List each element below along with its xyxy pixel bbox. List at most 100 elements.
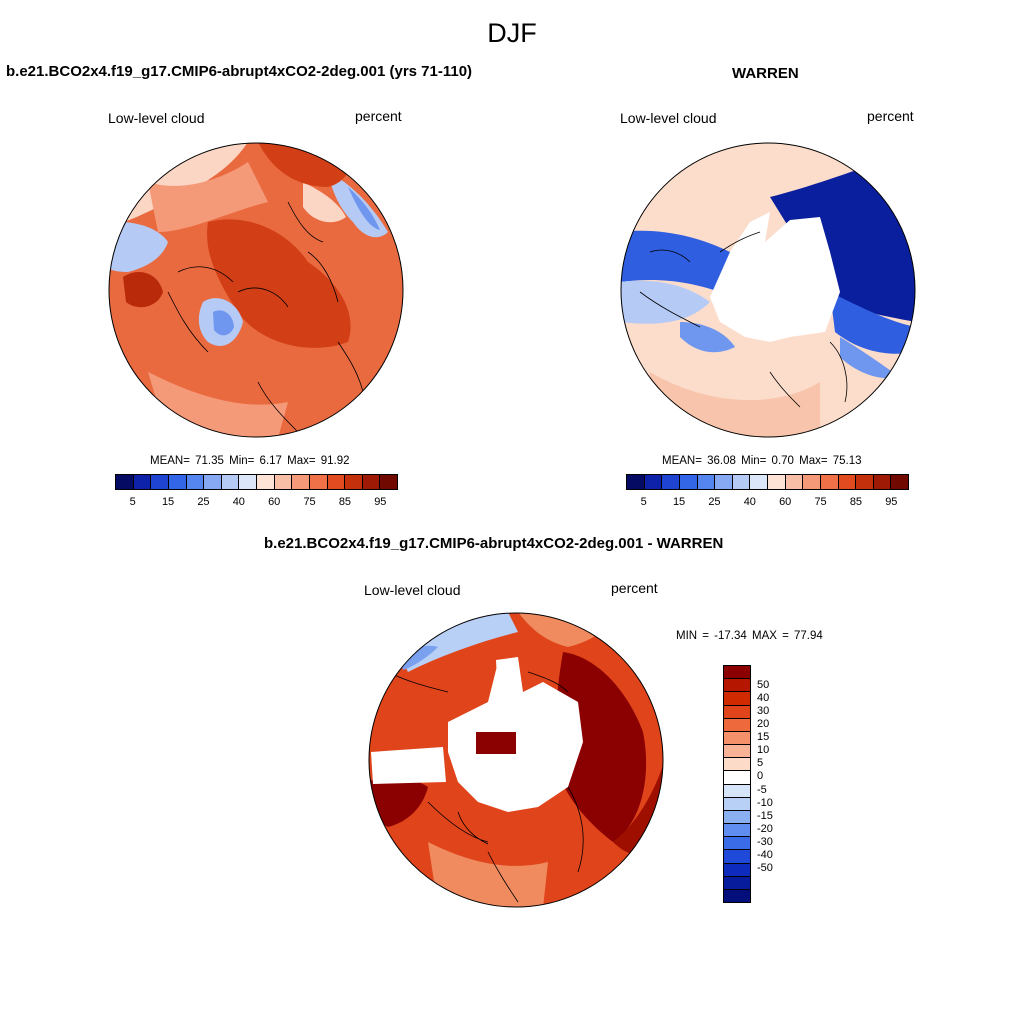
case-polar-map — [108, 142, 404, 438]
obs-colorbar-swatch — [662, 475, 680, 489]
obs-colorbar-swatch — [768, 475, 786, 489]
obs-colorbar-swatch — [891, 475, 908, 489]
case-colorbar: 5 15 25 40 60 75 85 95 — [115, 474, 398, 510]
obs-region-blue-east — [830, 292, 915, 354]
obs-colorbar-swatch — [644, 475, 663, 489]
diff-colorbar-tick-label: -30 — [757, 836, 773, 848]
case-colorbar-swatch — [239, 475, 257, 489]
obs-coastlines — [639, 231, 848, 408]
diff-colorbar-tick-label: 30 — [757, 704, 770, 717]
case-colorbar-swatch — [309, 475, 328, 489]
diff-colorbar-swatch — [724, 837, 750, 851]
case-variable-label: Low-level cloud — [108, 110, 205, 126]
case-colorbar-swatches — [115, 474, 398, 490]
diff-colorbar-tick-label: 15 — [757, 731, 770, 744]
diff-units-label: percent — [611, 580, 658, 596]
case-colorbar-tick-label: 15 — [161, 496, 175, 508]
obs-colorbar-swatch — [803, 475, 821, 489]
case-colorbar-swatch — [362, 475, 381, 489]
obs-colorbar-swatch — [873, 475, 892, 489]
case-colorbar-swatch — [274, 475, 293, 489]
diff-colorbar-swatch — [724, 679, 750, 693]
case-colorbar-tick-label: 75 — [303, 496, 316, 508]
obs-colorbar-tick-label: 75 — [814, 496, 827, 508]
case-colorbar-swatch — [204, 475, 222, 489]
diff-region-darkest-west — [369, 776, 428, 827]
obs-colorbar-ticks: 5 15 25 40 60 75 85 95 — [626, 496, 909, 510]
case-coastlines — [167, 201, 364, 433]
obs-colorbar-tick-label: 60 — [779, 496, 792, 508]
case-colorbar-tick-label: 5 — [129, 496, 136, 508]
diff-colorbar-swatch — [724, 705, 750, 719]
diff-colorbar-swatch — [724, 784, 750, 798]
case-colorbar-tick-label: 40 — [232, 496, 245, 508]
obs-colorbar-swatch — [785, 475, 804, 489]
case-colorbar-tick-label: 95 — [374, 496, 387, 508]
obs-colorbar-swatch — [697, 475, 716, 489]
diff-colorbar-ticks: 50 40 30 20 15 10 5 0 -5 -10 -15 -20 -30 -40 -50 — [757, 665, 797, 901]
diff-stats: MIN = -17.34 MAX = 77.94 — [676, 630, 823, 642]
diff-colorbar-tick-label: -20 — [757, 822, 773, 835]
diff-region-darkest-east — [555, 652, 647, 842]
diff-colorbar-tick-label: -50 — [757, 862, 773, 875]
obs-colorbar-tick-label: 95 — [885, 496, 898, 508]
diff-colorbar-tick-label: 0 — [757, 770, 764, 783]
case-region-midblue-ne — [348, 187, 380, 230]
diff-missing-west-wedge — [371, 747, 446, 784]
case-colorbar-swatch — [380, 475, 397, 489]
obs-units-label: percent — [867, 108, 914, 124]
case-region-blue-west — [109, 221, 168, 272]
case-colorbar-tick-label: 60 — [268, 496, 281, 508]
obs-region-blue-west — [621, 230, 730, 292]
diff-colorbar-swatch — [724, 876, 750, 890]
case-colorbar-ticks: 5 15 25 40 60 75 85 95 — [115, 496, 398, 510]
case-colorbar-swatch — [151, 475, 169, 489]
case-region-pale-ne — [303, 182, 346, 223]
obs-colorbar-swatch — [838, 475, 857, 489]
diff-colorbar-swatch — [724, 824, 750, 838]
case-colorbar-swatch — [292, 475, 310, 489]
obs-colorbar-swatch — [750, 475, 768, 489]
diff-colorbar-swatch — [724, 797, 750, 811]
case-colorbar-swatch — [345, 475, 363, 489]
obs-colorbar-swatches — [626, 474, 909, 490]
diff-colorbar-swatch — [724, 718, 750, 732]
diff-colorbar-swatch — [724, 692, 750, 706]
case-units-label: percent — [355, 108, 402, 124]
obs-region-midblue-sw — [680, 322, 735, 353]
diff-colorbar-tick-label: 5 — [757, 757, 764, 770]
diff-colorbar-tick-label: 50 — [757, 678, 770, 691]
case-colorbar-swatch — [257, 475, 275, 489]
diff-colorbar-tick-label: -10 — [757, 796, 773, 809]
obs-colorbar: 5 15 25 40 60 75 85 95 — [626, 474, 909, 510]
obs-colorbar-tick-label: 5 — [640, 496, 647, 508]
diff-colorbar-swatch — [724, 731, 750, 746]
obs-panel-title: WARREN — [732, 65, 799, 82]
obs-polar-map — [620, 142, 916, 438]
diff-colorbar-tick-label: 10 — [757, 744, 770, 757]
case-colorbar-tick-label: 85 — [338, 496, 352, 508]
season-title: DJF — [487, 18, 537, 48]
obs-region-lightblue-west — [621, 280, 710, 324]
obs-variable-label: Low-level cloud — [620, 110, 717, 126]
obs-colorbar-tick-label: 15 — [672, 496, 686, 508]
diff-region-light-south — [428, 842, 548, 907]
case-colorbar-swatch — [221, 475, 240, 489]
case-region-dark-center — [207, 219, 351, 348]
diff-colorbar-tick-label: -15 — [757, 809, 773, 822]
diff-colorbar-swatch — [724, 889, 750, 903]
diff-colorbar-tick-label: 20 — [757, 718, 770, 730]
diff-variable-label: Low-level cloud — [364, 582, 461, 598]
diff-colorbar-swatch — [724, 771, 750, 785]
obs-region-midblue-se — [840, 337, 900, 379]
case-region-midblue-greenland — [213, 310, 234, 336]
obs-colorbar-tick-label: 85 — [849, 496, 863, 508]
obs-colorbar-swatch — [715, 475, 733, 489]
obs-colorbar-swatch — [679, 475, 698, 489]
diff-panel-title: b.e21.BCO2x4.f19_g17.CMIP6-abrupt4xCO2-2… — [264, 535, 724, 552]
case-colorbar-swatch — [327, 475, 346, 489]
case-region-darker-west — [123, 272, 163, 308]
obs-stats: MEAN= 36.08 Min= 0.70 Max= 75.13 — [662, 455, 862, 467]
case-region-light-nw — [148, 162, 268, 232]
obs-colorbar-swatch — [732, 475, 751, 489]
